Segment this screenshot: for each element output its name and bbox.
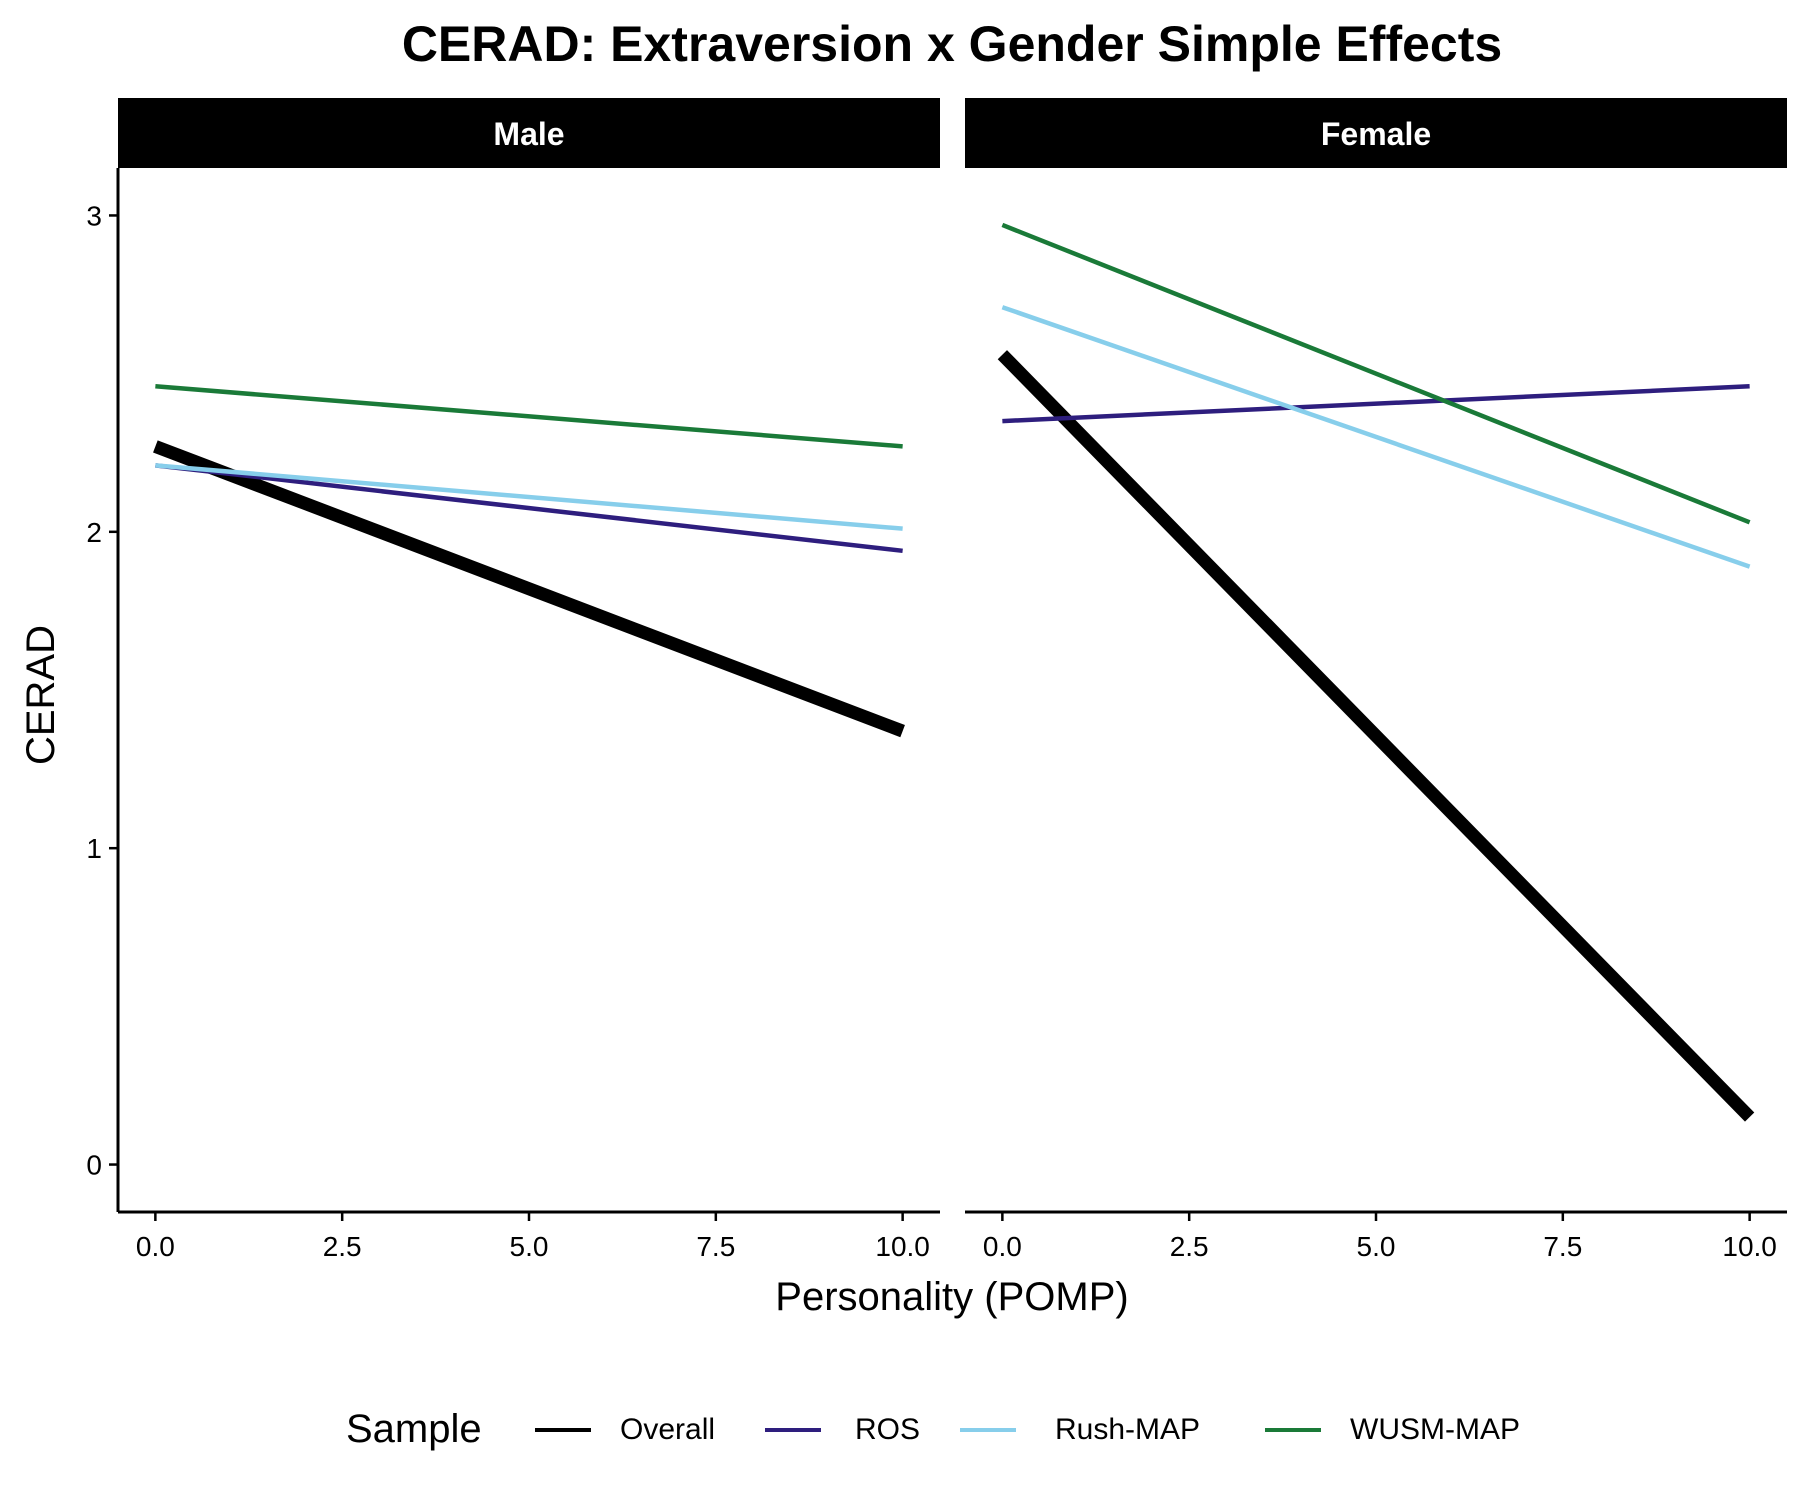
series-line-overall bbox=[997, 350, 1755, 1122]
facet-panel-male: Male 0 1 2 3 0.0 2.5 5.0 7.5 10.0 bbox=[86, 98, 940, 1262]
legend-label: Rush-MAP bbox=[1055, 1413, 1200, 1446]
series-line-overall bbox=[153, 440, 905, 738]
facet-strip bbox=[965, 98, 1787, 168]
x-tick-label: 7.5 bbox=[1543, 1231, 1582, 1262]
legend-label: ROS bbox=[855, 1413, 920, 1446]
series-line-wusm-map bbox=[1001, 222, 1751, 525]
series-line-rush-map bbox=[1001, 305, 1751, 569]
y-tick-label: 3 bbox=[86, 200, 102, 231]
facet-strip bbox=[118, 98, 940, 168]
series-line-ros bbox=[1002, 384, 1750, 424]
x-tick-label: 7.5 bbox=[696, 1231, 735, 1262]
x-tick-label: 2.5 bbox=[1170, 1231, 1209, 1262]
series-line-wusm-map bbox=[155, 384, 903, 449]
x-tick-label: 10.0 bbox=[875, 1231, 930, 1262]
series-line-rush-map bbox=[155, 463, 903, 531]
series-line-ros bbox=[155, 463, 903, 554]
y-axis-label: CERAD bbox=[19, 625, 63, 765]
x-tick-label: 5.0 bbox=[1357, 1231, 1396, 1262]
y-tick-label: 2 bbox=[86, 517, 102, 548]
x-tick-label: 0.0 bbox=[983, 1231, 1022, 1262]
legend-title: Sample bbox=[346, 1407, 482, 1451]
x-tick-label: 0.0 bbox=[136, 1231, 175, 1262]
x-tick-label: 5.0 bbox=[510, 1231, 549, 1262]
x-tick-label: 2.5 bbox=[323, 1231, 362, 1262]
x-tick-label: 10.0 bbox=[1722, 1231, 1777, 1262]
y-tick-label: 1 bbox=[86, 833, 102, 864]
facet-label: Male bbox=[493, 116, 564, 152]
chart-title: CERAD: Extraversion x Gender Simple Effe… bbox=[402, 16, 1502, 72]
x-axis-label: Personality (POMP) bbox=[775, 1275, 1128, 1319]
y-tick-label: 0 bbox=[86, 1150, 102, 1181]
legend: Sample Overall ROS Rush-MAP WUSM-MAP bbox=[346, 1407, 1520, 1451]
facet-label: Female bbox=[1321, 116, 1431, 152]
legend-label: Overall bbox=[620, 1413, 715, 1446]
facet-panel-female: Female 0.0 2.5 5.0 7.5 10.0 bbox=[965, 98, 1787, 1262]
legend-label: WUSM-MAP bbox=[1350, 1413, 1520, 1446]
facet-panels: Male 0 1 2 3 0.0 2.5 5.0 7.5 10.0 Female 0.0 2.5 5.0 7… bbox=[86, 98, 1787, 1262]
